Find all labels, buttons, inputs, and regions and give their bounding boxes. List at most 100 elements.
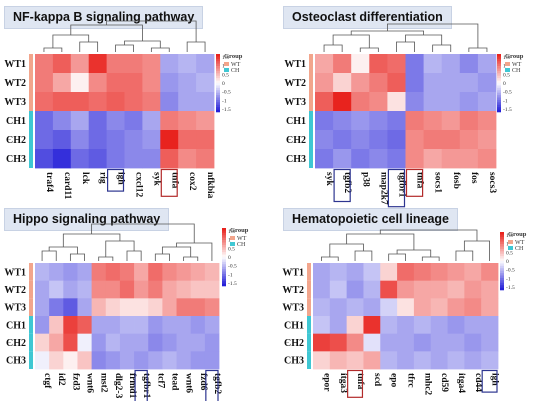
heatmap-cell [176,298,192,317]
heatmap-cell [351,130,370,150]
colorbar-tick-label: 1 [228,238,231,244]
highlight-box [481,369,498,393]
heatmap-cell [413,298,432,317]
column-label: wnt6 [184,373,194,393]
heatmap-cell [329,316,348,335]
colorbar-tick-label: -1 [506,276,511,282]
column-label: itga4 [456,373,466,393]
group-annotation-cell [29,92,33,111]
legend-ch-label: CH [512,68,521,74]
column-label: cd44 [473,373,483,392]
colorbar-segment [222,266,226,270]
heatmap-cell [315,130,334,150]
colorbar-segment [497,109,501,113]
heatmap-cell [88,73,107,93]
legend-wt-swatch [505,62,510,66]
heatmap-cell [315,54,334,74]
heatmap-cell [35,130,54,150]
colorbar-segment [222,273,226,277]
dendrogram-link [105,240,135,257]
legend-wt-label: WT [231,62,241,68]
heatmap-cell [447,298,465,317]
group-annotation-cell [29,263,33,281]
column-label: wnt6 [85,373,95,393]
heatmap-cell [190,263,206,282]
heatmap-cell [142,130,161,150]
heatmap-cell [423,111,443,131]
heatmap-cell [329,351,348,370]
heatmap-cell [70,111,90,131]
heatmap-cell [380,316,398,335]
highlight-box [405,168,424,197]
heatmap-cell [91,298,107,317]
row-label: WT1 [4,267,26,278]
heatmap-cell [481,263,499,282]
heatmap-cell [162,333,177,352]
legend-title: Group [230,227,249,234]
colorbar-segment [500,239,504,242]
heatmap-cell [63,280,78,299]
colorbar-segment [497,54,501,57]
row-label: CH2 [286,135,306,146]
group-annotation-cell [29,351,33,369]
heatmap-cell [178,54,197,74]
heatmap-cell [162,298,177,317]
colorbar-tick-label: 1.5 [228,229,235,235]
column-label: tnfa [169,172,179,189]
colorbar-segment [497,92,501,96]
heatmap-cell [430,263,448,282]
heatmap-cell [363,263,381,282]
colorbar-segment [216,78,220,81]
heatmap-cell [387,73,406,93]
heatmap-cell [413,263,432,282]
column-label: rig [98,172,108,184]
heatmap-cell [387,54,406,74]
legend-wt-label: WT [515,240,525,246]
heatmap-cell [124,73,143,93]
heatmap-cell [148,316,163,335]
heatmap-cell [369,130,388,150]
heatmap-cell [35,92,54,112]
heatmap-cell [430,351,448,370]
colorbar-segment [500,258,504,262]
legend-ch-swatch [508,246,513,250]
heatmap-cell [178,149,197,169]
colorbar-tick-label: 0 [503,81,506,87]
column-label: epor [321,373,331,392]
heatmap-cell [204,280,220,299]
heatmap-cell [142,54,161,74]
colorbar-segment [216,104,220,108]
legend-ch-label: CH [231,68,240,74]
legend-wt-label: WT [512,62,522,68]
heatmap-cell [142,149,161,169]
colorbar-segment [497,75,501,79]
heatmap-cell [315,92,334,112]
column-label: socs3 [487,172,497,193]
heatmap-cell [441,54,461,74]
heatmap-cell [148,298,163,317]
row-label: WT1 [4,59,26,70]
heatmap-cell [481,351,499,370]
heatmap-cell [106,130,125,150]
dendrogram-link [388,253,406,261]
heatmap-cell [105,351,121,370]
row-label: CH1 [6,320,26,331]
heatmap-cell [447,263,465,282]
heatmap-cell [459,92,479,112]
dendrogram-link [126,250,142,261]
heatmap-cell [447,316,465,335]
heatmap-cell [88,54,107,74]
highlight-box [205,369,219,401]
heatmap-cell [77,333,93,352]
heatmap-cell [313,351,331,370]
heatmap-cell [162,316,177,335]
heatmap-cell [447,280,465,299]
heatmap-cell [119,280,135,299]
colorbar-segment [222,281,226,284]
heatmap-cell [142,73,161,93]
heatmap-cell [387,149,406,169]
colorbar-tick-label: 1 [506,242,509,248]
heatmap-cell [481,316,499,335]
heatmap-cell [105,280,121,299]
